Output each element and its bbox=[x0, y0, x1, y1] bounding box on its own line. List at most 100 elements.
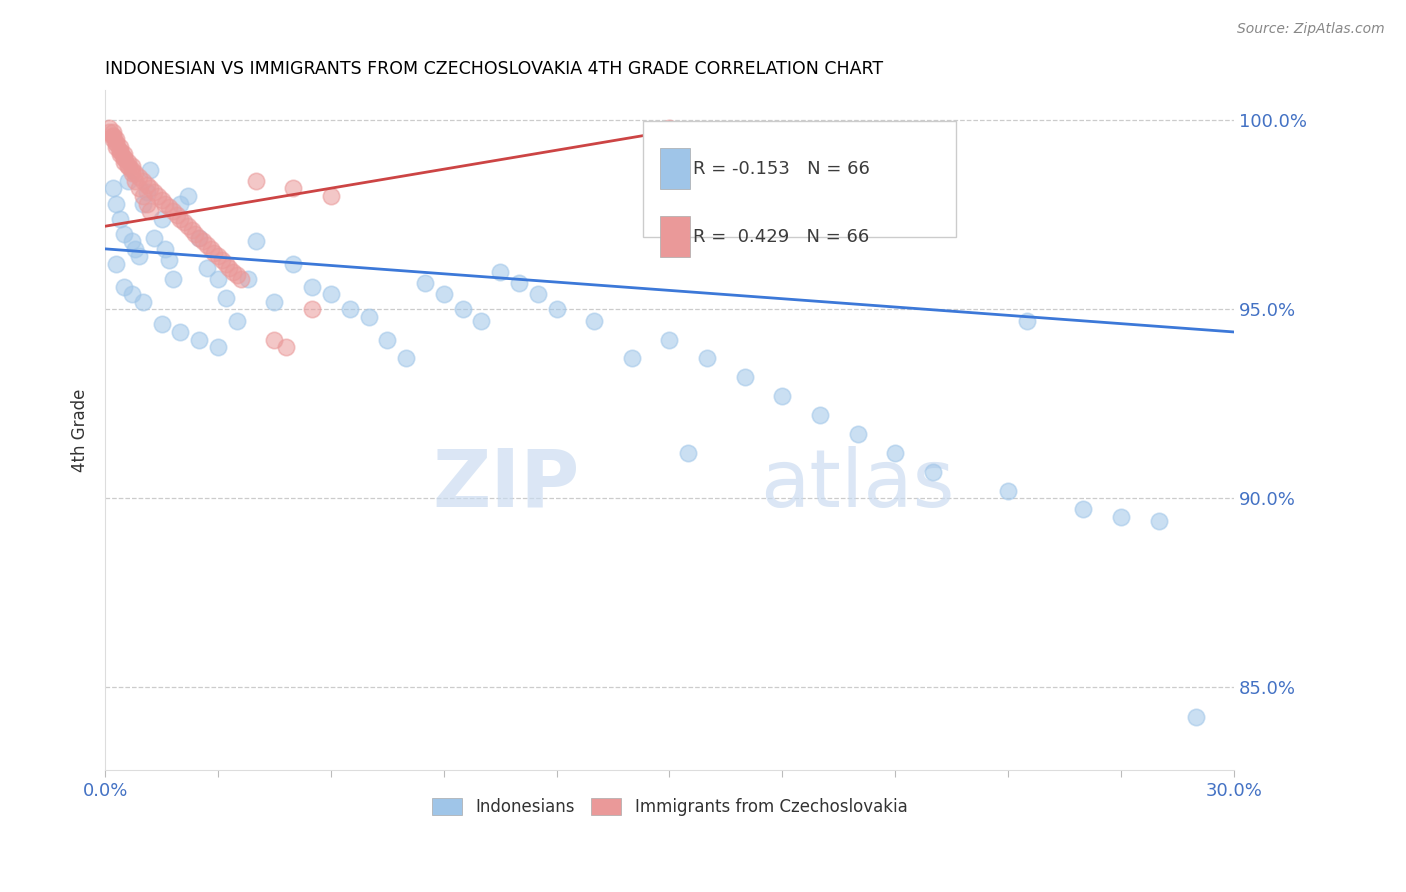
Point bbox=[696, 351, 718, 366]
Point bbox=[143, 186, 166, 200]
Point bbox=[124, 242, 146, 256]
Point bbox=[413, 276, 436, 290]
Point bbox=[207, 272, 229, 286]
Point bbox=[357, 310, 380, 324]
Point bbox=[139, 181, 162, 195]
Point bbox=[319, 287, 342, 301]
Point bbox=[105, 140, 128, 154]
Point bbox=[98, 121, 121, 136]
Point bbox=[1147, 514, 1170, 528]
Point bbox=[157, 200, 180, 214]
Point bbox=[112, 227, 135, 241]
Point bbox=[1185, 710, 1208, 724]
Point bbox=[678, 446, 700, 460]
Point bbox=[157, 253, 180, 268]
Point bbox=[132, 196, 155, 211]
Point bbox=[546, 302, 568, 317]
Point bbox=[150, 211, 173, 226]
Point bbox=[101, 128, 124, 143]
Point bbox=[678, 125, 700, 139]
Text: R =  0.429   N = 66: R = 0.429 N = 66 bbox=[693, 227, 869, 245]
Point bbox=[166, 208, 188, 222]
Point bbox=[283, 181, 305, 195]
Point bbox=[433, 287, 456, 301]
Point bbox=[808, 408, 831, 422]
Point bbox=[200, 242, 222, 256]
Point bbox=[112, 151, 135, 165]
Point bbox=[658, 121, 681, 136]
Point bbox=[188, 230, 211, 244]
Point bbox=[132, 294, 155, 309]
Point bbox=[128, 249, 150, 263]
Point bbox=[218, 260, 240, 275]
Point bbox=[301, 279, 323, 293]
Point bbox=[110, 211, 132, 226]
Point bbox=[162, 204, 184, 219]
Point bbox=[527, 287, 550, 301]
Point bbox=[132, 189, 155, 203]
Point bbox=[263, 333, 285, 347]
Point bbox=[150, 193, 173, 207]
Point bbox=[214, 291, 236, 305]
Point bbox=[105, 136, 128, 150]
Point bbox=[283, 257, 305, 271]
Point bbox=[245, 235, 267, 249]
Point bbox=[110, 144, 132, 158]
Text: R = -0.153   N = 66: R = -0.153 N = 66 bbox=[693, 160, 870, 178]
Point bbox=[110, 140, 132, 154]
Point bbox=[508, 276, 530, 290]
Point bbox=[274, 340, 297, 354]
Point bbox=[110, 144, 132, 158]
Y-axis label: 4th Grade: 4th Grade bbox=[72, 388, 89, 472]
Point bbox=[112, 147, 135, 161]
Point bbox=[245, 174, 267, 188]
Point bbox=[658, 333, 681, 347]
Point bbox=[169, 325, 191, 339]
Point bbox=[169, 211, 191, 226]
Point bbox=[188, 333, 211, 347]
Point bbox=[135, 178, 157, 192]
Point bbox=[229, 272, 252, 286]
Point bbox=[997, 483, 1019, 498]
Point bbox=[489, 264, 512, 278]
Point bbox=[105, 196, 128, 211]
Point bbox=[150, 318, 173, 332]
Point bbox=[238, 272, 260, 286]
Point bbox=[112, 151, 135, 165]
Point bbox=[195, 260, 218, 275]
Point bbox=[620, 351, 643, 366]
Point bbox=[1071, 502, 1094, 516]
Point bbox=[214, 257, 236, 271]
Point bbox=[112, 155, 135, 169]
Point bbox=[395, 351, 418, 366]
Point bbox=[101, 132, 124, 146]
Point bbox=[98, 125, 121, 139]
Point bbox=[105, 136, 128, 150]
Point bbox=[101, 181, 124, 195]
Point bbox=[207, 340, 229, 354]
Point bbox=[222, 264, 245, 278]
Point bbox=[177, 189, 200, 203]
Text: Source: ZipAtlas.com: Source: ZipAtlas.com bbox=[1237, 22, 1385, 37]
Point bbox=[173, 215, 195, 229]
Point bbox=[1109, 510, 1132, 524]
Point bbox=[101, 125, 124, 139]
Point bbox=[117, 174, 139, 188]
Point bbox=[112, 279, 135, 293]
Point bbox=[177, 219, 200, 234]
Point bbox=[135, 186, 157, 200]
Point bbox=[225, 268, 247, 283]
Point bbox=[180, 223, 202, 237]
Point bbox=[884, 446, 907, 460]
Point bbox=[121, 162, 143, 177]
Point bbox=[110, 147, 132, 161]
Point bbox=[583, 313, 606, 327]
Point bbox=[121, 159, 143, 173]
Point bbox=[207, 249, 229, 263]
Point bbox=[139, 204, 162, 219]
Point bbox=[105, 257, 128, 271]
Point bbox=[202, 245, 225, 260]
Legend: Indonesians, Immigrants from Czechoslovakia: Indonesians, Immigrants from Czechoslova… bbox=[425, 791, 914, 822]
Point bbox=[451, 302, 474, 317]
Point bbox=[124, 166, 146, 180]
